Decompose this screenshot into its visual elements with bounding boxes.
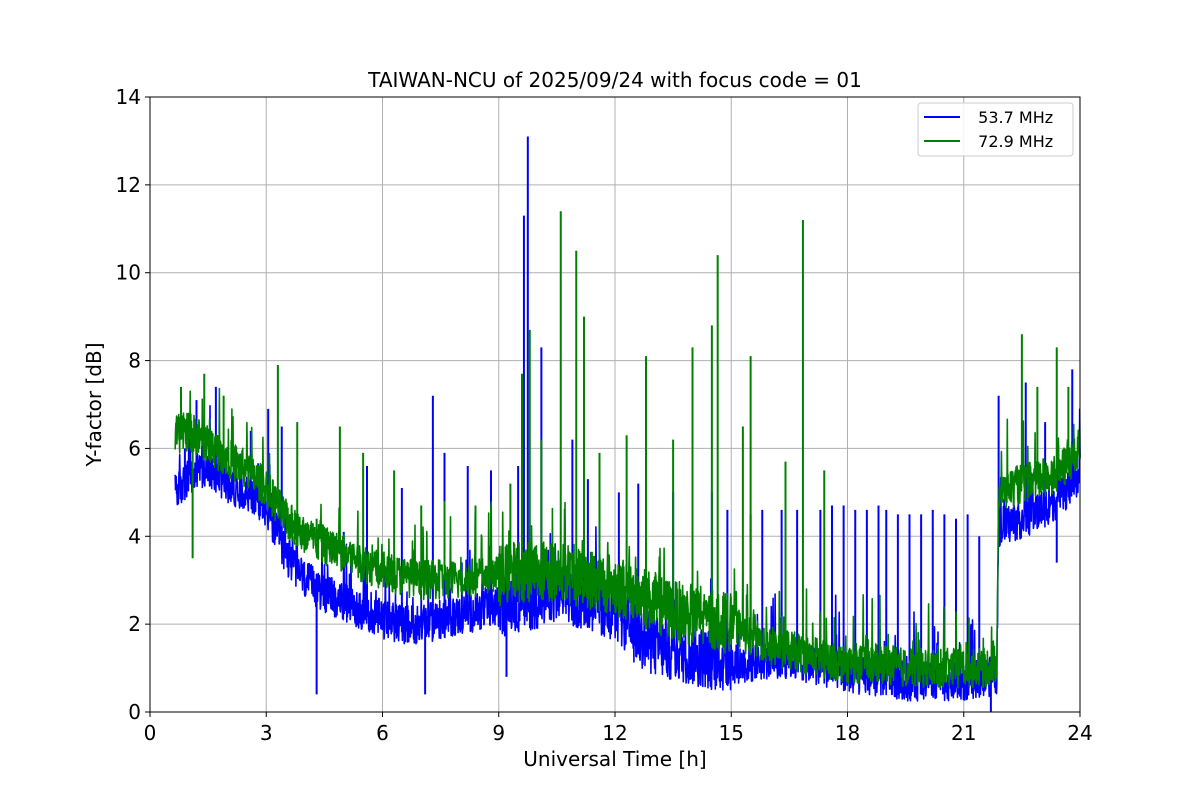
x-tick-label: 9 xyxy=(492,721,505,745)
y-tick-label: 14 xyxy=(116,85,141,109)
y-tick-label: 4 xyxy=(128,524,141,548)
x-tick-label: 24 xyxy=(1067,721,1092,745)
legend-label-72-9: 72.9 MHz xyxy=(968,132,1053,151)
x-tick-label: 0 xyxy=(144,721,157,745)
y-tick-label: 10 xyxy=(116,261,141,285)
y-tick-label: 0 xyxy=(128,700,141,724)
series-layer xyxy=(174,136,1081,712)
x-tick-label: 21 xyxy=(951,721,976,745)
x-tick-label: 12 xyxy=(602,721,627,745)
y-tick-label: 2 xyxy=(128,612,141,636)
legend-label-53-7: 53.7 MHz xyxy=(968,108,1053,127)
y-tick-label: 6 xyxy=(128,436,141,460)
x-tick-label: 3 xyxy=(260,721,273,745)
x-tick-label: 15 xyxy=(719,721,744,745)
series-1 xyxy=(174,211,1081,689)
x-tick-label: 6 xyxy=(376,721,389,745)
x-axis-label: Universal Time [h] xyxy=(523,747,706,771)
y-tick-label: 8 xyxy=(128,349,141,373)
y-tick-label: 12 xyxy=(116,173,141,197)
legend: 53.7 MHz 72.9 MHz xyxy=(917,102,1074,157)
chart-title: TAIWAN-NCU of 2025/09/24 with focus code… xyxy=(367,68,862,92)
y-axis-label: Y-factor [dB] xyxy=(82,342,106,467)
x-tick-label: 18 xyxy=(835,721,860,745)
